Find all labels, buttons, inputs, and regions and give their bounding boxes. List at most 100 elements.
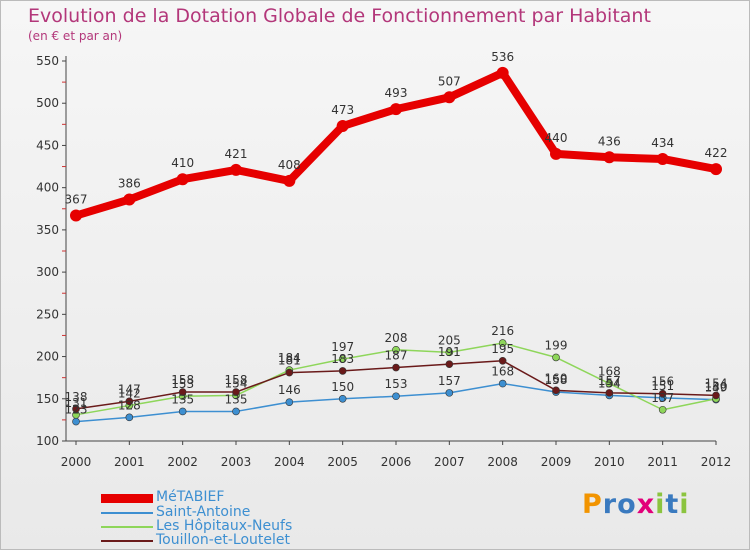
y-tick-label: 550 <box>36 54 59 68</box>
logo-letter: i <box>679 489 690 520</box>
data-point <box>603 151 616 164</box>
data-label: 154 <box>705 376 728 390</box>
data-label: 386 <box>118 176 141 190</box>
data-label: 131 <box>65 396 88 410</box>
data-label: 135 <box>225 392 248 406</box>
data-point <box>552 353 560 362</box>
logo-letter: i <box>655 489 666 520</box>
data-label: 184 <box>278 351 301 365</box>
logo-letter: r <box>602 489 618 520</box>
data-point <box>70 209 82 222</box>
data-label: 137 <box>651 391 674 405</box>
data-label: 153 <box>385 377 408 391</box>
data-point <box>176 173 189 186</box>
data-point <box>498 356 507 365</box>
data-point <box>658 405 667 414</box>
data-label: 183 <box>331 352 354 366</box>
data-label: 195 <box>491 342 514 356</box>
data-point <box>285 398 294 406</box>
data-label: 422 <box>705 146 728 160</box>
legend-item-metabief: MéTABIEF <box>101 489 321 505</box>
data-point <box>232 407 240 416</box>
data-point <box>232 388 240 396</box>
x-tick-label: 2004 <box>274 455 305 469</box>
data-point <box>552 386 560 395</box>
data-label: 421 <box>225 147 248 161</box>
x-tick-label: 2003 <box>221 455 252 469</box>
y-tick-label: 500 <box>36 96 59 110</box>
data-label: 142 <box>118 387 141 401</box>
legend-swatch-saint-antoine <box>101 512 153 514</box>
data-point <box>656 152 669 165</box>
data-label: 168 <box>598 365 621 379</box>
data-label: 434 <box>651 136 674 150</box>
axes: 100 150 200 250 300 350 400 450 500 550 2000 2001 20… <box>36 54 731 469</box>
chart-title: Evolution de la Dotation Globale de Fonc… <box>28 5 651 27</box>
legend-label-les-hopitaux-neufs: Les Hôpitaux-Neufs <box>156 518 293 534</box>
data-label: 158 <box>545 373 568 387</box>
data-label: 123 <box>65 403 88 417</box>
data-label: 158 <box>225 373 248 387</box>
data-label: 147 <box>118 382 141 396</box>
proxiti-logo: Proxiti <box>582 489 690 520</box>
data-point <box>658 389 667 398</box>
data-label: 191 <box>438 345 461 359</box>
data-point <box>712 391 720 400</box>
data-point <box>72 405 80 413</box>
data-point <box>392 345 400 354</box>
data-point <box>125 413 134 422</box>
x-tick-label: 2001 <box>114 455 145 469</box>
x-tick-label: 2005 <box>327 455 358 469</box>
data-label: 208 <box>385 331 408 345</box>
y-tick-label: 150 <box>36 392 59 406</box>
legend-item-touillon-et-loutelet: Touillon-et-Loutelet <box>101 532 321 548</box>
x-tick-label: 2006 <box>381 455 412 469</box>
data-point <box>445 348 454 357</box>
x-tick-label: 2009 <box>541 455 572 469</box>
data-label: 158 <box>171 373 194 387</box>
data-point <box>230 163 242 176</box>
data-label: 507 <box>438 74 461 88</box>
data-label: 156 <box>651 375 674 389</box>
data-label: 493 <box>385 86 408 100</box>
data-point <box>498 379 507 388</box>
data-label: 154 <box>598 376 621 390</box>
data-label: 150 <box>331 380 354 394</box>
data-label: 128 <box>118 398 141 412</box>
data-point <box>710 163 722 176</box>
data-label: 536 <box>491 50 514 64</box>
data-point <box>338 394 347 403</box>
x-tick-label: 2000 <box>61 455 92 469</box>
legend-item-les-hopitaux-neufs: Les Hôpitaux-Neufs <box>101 518 321 534</box>
y-tick-label: 450 <box>36 138 59 152</box>
x-tick-label: 2011 <box>647 455 678 469</box>
logo-letter: x <box>636 489 656 520</box>
data-label: 135 <box>171 392 194 406</box>
data-label: 367 <box>65 193 88 207</box>
data-label: 153 <box>171 377 194 391</box>
data-point <box>498 339 507 347</box>
data-label: 187 <box>385 349 408 363</box>
legend-label-touillon-et-loutelet: Touillon-et-Loutelet <box>156 532 291 548</box>
logo-letter: t <box>665 489 680 520</box>
legend-label-saint-antoine: Saint-Antoine <box>156 504 251 520</box>
x-tick-label: 2010 <box>594 455 625 469</box>
data-point <box>496 66 509 79</box>
data-point <box>605 379 614 388</box>
legend-swatch-touillon-et-loutelet <box>101 540 153 542</box>
series-points <box>70 66 722 426</box>
data-label: 216 <box>491 324 514 338</box>
data-label: 160 <box>545 371 568 385</box>
data-point <box>392 392 400 401</box>
data-label: 473 <box>331 103 354 117</box>
data-label: 168 <box>491 365 514 379</box>
data-label: 181 <box>278 354 301 368</box>
legend-item-saint-antoine: Saint-Antoine <box>101 504 321 520</box>
data-label: 440 <box>545 131 568 145</box>
data-point <box>445 389 454 397</box>
data-point <box>445 360 454 368</box>
y-tick-label: 350 <box>36 223 59 237</box>
data-label: 199 <box>545 338 568 352</box>
